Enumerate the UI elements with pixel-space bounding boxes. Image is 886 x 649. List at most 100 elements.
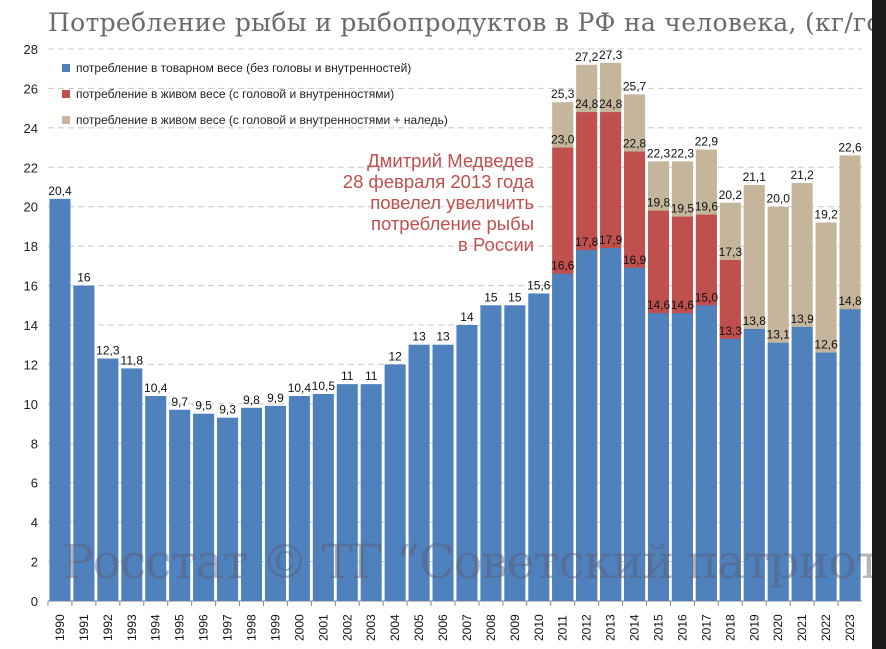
annotation-line: 28 февраля 2013 года: [342, 171, 534, 192]
data-label: 15: [508, 290, 522, 304]
bar-commodity-1997: [217, 417, 239, 601]
bar-commodity-2015: [647, 313, 670, 601]
data-label: 22,8: [623, 137, 647, 151]
legend-swatch-tan: [62, 116, 70, 124]
data-label: 27,3: [599, 48, 623, 62]
x-tick-label: 2022: [819, 614, 833, 641]
data-label: 20,4: [48, 184, 72, 198]
data-label: 22,3: [671, 146, 695, 160]
x-tick-label: 2016: [675, 614, 689, 641]
data-label: 17,8: [575, 235, 599, 249]
bar-commodity-2019: [743, 328, 765, 601]
data-label: 22,3: [647, 146, 671, 160]
x-tick-label: 2008: [484, 614, 498, 641]
y-tick-label: 24: [24, 121, 38, 136]
data-label: 19,8: [647, 196, 671, 210]
data-label: 16,6: [551, 259, 575, 273]
bar-commodity-1992: [97, 358, 119, 601]
data-label: 13,1: [767, 328, 791, 342]
x-tick-label: 2017: [699, 614, 713, 641]
data-label: 10,5: [312, 379, 336, 393]
bar-commodity-1996: [193, 413, 215, 601]
bar-commodity-2002: [336, 384, 358, 601]
x-tick-label: 1995: [173, 614, 187, 641]
data-label: 20,2: [719, 188, 743, 202]
chart-title: Потребление рыбы и рыбопродуктов в РФ на…: [48, 8, 886, 37]
bar-commodity-2006: [432, 344, 454, 601]
legend-swatch-blue: [62, 64, 70, 72]
legend-label: потребление в живом весе (с головой и вн…: [76, 113, 448, 127]
x-tick-label: 2004: [388, 614, 402, 641]
y-tick-label: 20: [24, 200, 38, 215]
data-label: 13: [436, 330, 450, 344]
data-label: 15,6: [527, 278, 551, 292]
bar-commodity-2018: [719, 338, 741, 601]
data-label: 11,8: [121, 353, 144, 367]
x-tick-label: 1997: [221, 614, 235, 641]
bar-commodity-2000: [288, 395, 310, 601]
bar-commodity-2007: [456, 325, 478, 601]
x-tick-label: 2012: [580, 614, 594, 641]
data-label: 12,6: [814, 338, 838, 352]
x-tick-label: 1996: [197, 614, 211, 641]
bar-commodity-2005: [408, 344, 430, 601]
x-tick-label: 2020: [771, 614, 785, 641]
data-label: 25,7: [623, 79, 647, 93]
bar-commodity-2011: [552, 273, 574, 601]
bar-commodity-2021: [791, 326, 813, 601]
x-tick-label: 1993: [125, 614, 139, 641]
legend-item-live: потребление в живом весе (с головой и вн…: [62, 87, 394, 101]
bar-commodity-1998: [240, 407, 263, 601]
x-tick-label: 2013: [604, 614, 618, 641]
data-label: 15,0: [695, 290, 719, 304]
bar-commodity-1995: [169, 409, 191, 601]
data-label: 25,3: [551, 87, 575, 101]
data-label: 13: [412, 330, 426, 344]
bar-commodity-2003: [360, 384, 382, 601]
x-tick-label: 2003: [364, 614, 378, 641]
bar-commodity-1990: [49, 198, 71, 602]
data-label: 14,6: [647, 298, 671, 312]
data-label: 17,9: [599, 233, 623, 247]
data-label: 9,7: [171, 395, 188, 409]
data-label: 12: [388, 349, 402, 363]
bar-commodity-2013: [600, 248, 622, 601]
x-tick-label: 2010: [532, 614, 546, 641]
bar-commodity-2008: [480, 305, 502, 601]
data-label: 19,6: [695, 200, 719, 214]
data-label: 27,2: [575, 50, 599, 64]
annotation-line: Дмитрий Медведев: [367, 150, 534, 171]
x-tick-label: 2002: [340, 614, 354, 641]
data-label: 9,8: [243, 393, 260, 407]
x-tick-label: 2005: [412, 614, 426, 641]
y-tick-label: 18: [24, 239, 38, 254]
data-label: 14,6: [671, 298, 695, 312]
y-tick-label: 2: [31, 555, 38, 570]
bar-commodity-2023: [839, 309, 861, 601]
x-tick-label: 2018: [723, 614, 737, 641]
data-label: 10,4: [144, 381, 168, 395]
x-tick-label: 2019: [747, 614, 761, 641]
x-tick-label: 1998: [245, 614, 259, 641]
data-label: 22,9: [695, 135, 719, 149]
bar-commodity-2012: [576, 250, 598, 602]
y-tick-label: 14: [24, 318, 38, 333]
data-label: 24,8: [599, 97, 623, 111]
y-tick-label: 16: [24, 279, 38, 294]
x-tick-label: 1990: [53, 614, 67, 641]
frame-border: [872, 0, 886, 649]
x-tick-label: 1994: [149, 614, 163, 641]
bar-commodity-2014: [624, 267, 646, 601]
data-label: 21,1: [743, 170, 767, 184]
legend-item-commodity: потребление в товарном весе (без головы …: [62, 61, 411, 75]
y-tick-label: 10: [24, 397, 38, 412]
annotation: Дмитрий Медведев 28 февраля 2013 года по…: [300, 150, 534, 255]
bar-commodity-1999: [264, 405, 286, 601]
data-label: 19,2: [814, 207, 838, 221]
data-label: 21,2: [790, 168, 814, 182]
data-label: 13,9: [790, 312, 814, 326]
x-tick-label: 2000: [292, 614, 306, 641]
y-tick-label: 6: [31, 476, 38, 491]
watermark: Росстат © ТГ “Советский патриот”: [62, 535, 886, 590]
